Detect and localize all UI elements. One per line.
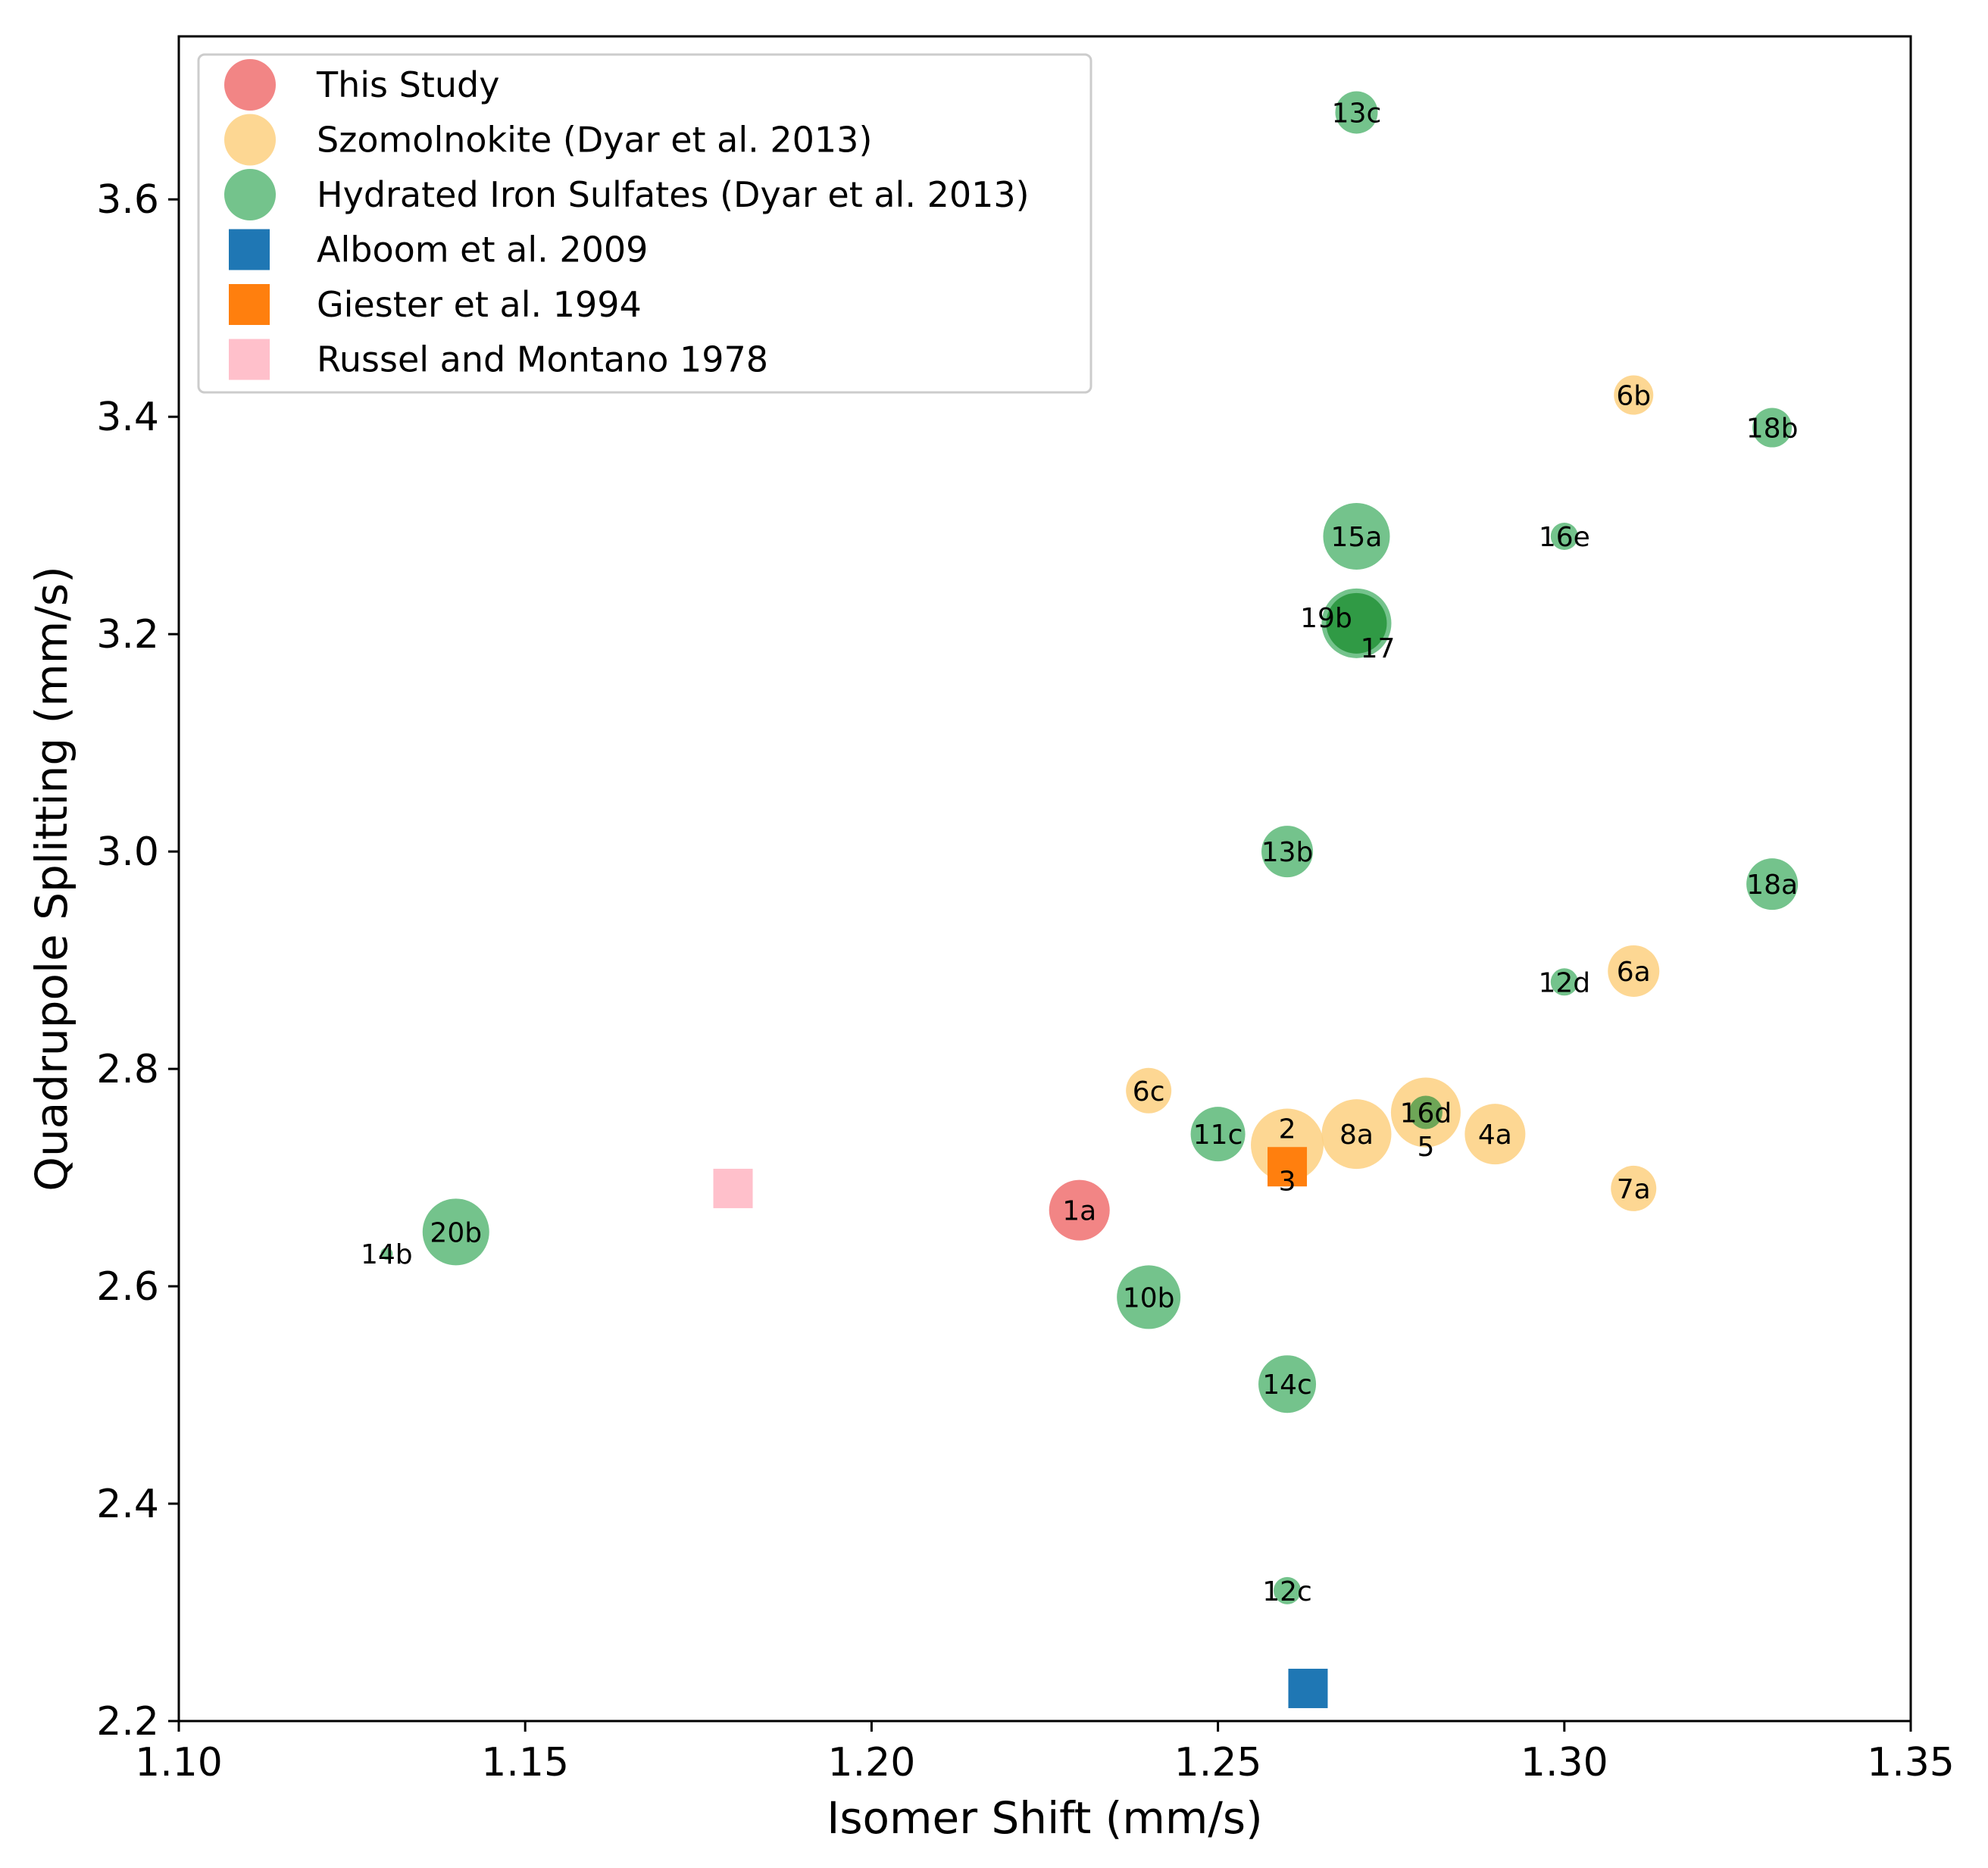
legend-marker-circle xyxy=(224,59,276,111)
point-label-14b: 14b xyxy=(361,1239,413,1270)
x-tick-label: 1.25 xyxy=(1174,1740,1262,1785)
point-label-4a: 4a xyxy=(1478,1120,1512,1151)
y-tick-label: 2.4 xyxy=(96,1482,159,1527)
point-label-1a: 1a xyxy=(1062,1196,1096,1227)
point-label-16d: 16d xyxy=(1400,1098,1452,1129)
point-label-6b: 6b xyxy=(1616,380,1651,411)
point-label-19b: 19b xyxy=(1300,603,1352,634)
x-tick-label: 1.35 xyxy=(1867,1740,1955,1785)
point-label-7a: 7a xyxy=(1617,1174,1651,1205)
x-axis-title: Isomer Shift (mm/s) xyxy=(827,1792,1263,1844)
data-point-square xyxy=(714,1169,753,1208)
legend: This Study Szomolnokite (Dyar et al. 2013… xyxy=(198,55,1091,392)
point-label-6a: 6a xyxy=(1617,957,1651,988)
point-label-18a: 18a xyxy=(1746,870,1798,901)
x-tick-label: 1.30 xyxy=(1521,1740,1608,1785)
y-tick-label: 2.6 xyxy=(96,1264,159,1310)
legend-label: Russel and Montano 1978 xyxy=(317,339,768,380)
legend-marker-square xyxy=(229,339,270,380)
point-label-8a: 8a xyxy=(1339,1120,1374,1151)
x-tick-label: 1.20 xyxy=(828,1740,916,1785)
x-tick-label: 1.10 xyxy=(135,1740,223,1785)
legend-marker-square xyxy=(229,230,270,270)
point-label-17: 17 xyxy=(1361,633,1396,664)
x-tick-label: 1.15 xyxy=(481,1740,569,1785)
legend-label: Giester et al. 1994 xyxy=(317,284,642,325)
y-axis-title: Quadrupole Splitting (mm/s) xyxy=(26,566,77,1191)
legend-label: Szomolnokite (Dyar et al. 2013) xyxy=(317,120,872,161)
point-label-16e: 16e xyxy=(1539,522,1590,553)
point-label-15a: 15a xyxy=(1331,522,1383,553)
y-tick-label: 3.4 xyxy=(96,395,159,440)
y-tick-label: 2.8 xyxy=(96,1047,159,1092)
point-label-6c: 6c xyxy=(1133,1076,1165,1107)
point-label-3: 3 xyxy=(1279,1167,1296,1198)
y-tick-label: 3.6 xyxy=(96,177,159,223)
data-point-square xyxy=(1288,1669,1327,1708)
point-label-20b: 20b xyxy=(430,1217,482,1248)
legend-label: Alboom et al. 2009 xyxy=(317,230,648,270)
legend-label: This Study xyxy=(316,64,499,105)
point-label-14c: 14c xyxy=(1262,1370,1312,1401)
point-label-12c: 12c xyxy=(1262,1576,1312,1607)
point-label-11c: 11c xyxy=(1193,1120,1243,1151)
legend-marker-square xyxy=(229,284,270,325)
point-label-12d: 12d xyxy=(1538,967,1590,998)
y-tick-label: 3.2 xyxy=(96,612,159,658)
legend-marker-circle xyxy=(224,114,276,166)
point-label-10b: 10b xyxy=(1123,1282,1175,1314)
y-tick-label: 3.0 xyxy=(96,829,159,875)
legend-marker-circle xyxy=(224,169,276,220)
point-label-5: 5 xyxy=(1417,1132,1434,1163)
y-tick-label: 2.2 xyxy=(96,1699,159,1745)
tick-layer: 1.10 1.15 1.20 1.25 1.30 1.35 2.2 2.4 2.6 2.8 3.0 3… xyxy=(96,177,1955,1785)
point-label-18b: 18b xyxy=(1746,414,1799,445)
point-label-13b: 13b xyxy=(1261,837,1314,868)
legend-label: Hydrated Iron Sulfates (Dyar et al. 2013… xyxy=(317,174,1030,215)
point-label-13c: 13c xyxy=(1332,98,1382,129)
scatter-chart: 1.10 1.15 1.20 1.25 1.30 1.35 2.2 2.4 2.6 2.8 3.0 3… xyxy=(0,0,1988,1868)
point-label-2: 2 xyxy=(1279,1114,1296,1145)
